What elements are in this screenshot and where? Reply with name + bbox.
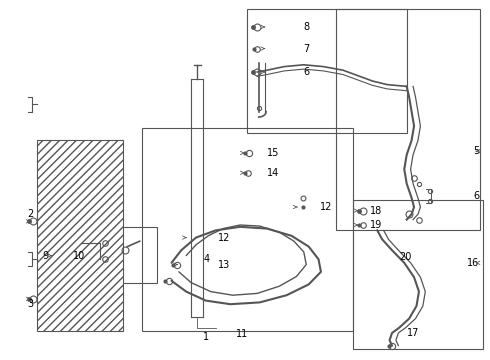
Text: 11: 11 — [237, 329, 249, 339]
Bar — [37, 140, 122, 331]
Bar — [142, 128, 353, 331]
Text: 15: 15 — [267, 148, 279, 158]
Text: 3: 3 — [27, 299, 33, 309]
Text: 13: 13 — [218, 260, 230, 270]
Text: 6: 6 — [473, 191, 479, 201]
Bar — [336, 9, 480, 230]
Text: 12: 12 — [218, 233, 230, 243]
Text: 6: 6 — [303, 67, 310, 77]
Bar — [51, 227, 157, 283]
Text: 14: 14 — [267, 168, 279, 178]
Bar — [353, 200, 483, 349]
Text: 8: 8 — [303, 22, 310, 32]
Text: 4: 4 — [203, 254, 210, 264]
Text: 12: 12 — [320, 202, 332, 212]
Text: 20: 20 — [399, 252, 412, 262]
Text: 5: 5 — [473, 146, 479, 156]
Text: 1: 1 — [203, 332, 209, 342]
Text: 17: 17 — [407, 328, 419, 338]
Bar — [247, 9, 407, 133]
Text: 10: 10 — [73, 251, 85, 261]
Text: 7: 7 — [303, 44, 310, 54]
Text: 16: 16 — [467, 258, 479, 268]
Text: 19: 19 — [370, 220, 383, 230]
Text: 18: 18 — [370, 206, 383, 216]
Text: 9: 9 — [42, 251, 48, 261]
Text: 2: 2 — [27, 209, 33, 219]
